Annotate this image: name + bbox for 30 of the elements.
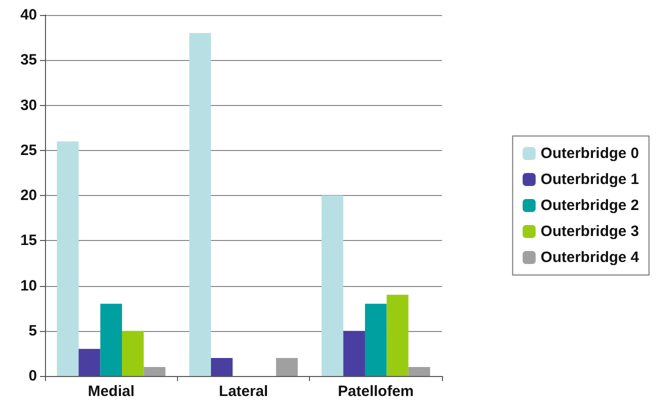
- y-tick-label: 20: [20, 187, 37, 204]
- legend-label: Outerbridge 3: [540, 223, 640, 240]
- bar: [210, 358, 233, 376]
- bar: [100, 304, 122, 376]
- y-tick-label: 0: [28, 368, 37, 384]
- y-tick-label: 5: [28, 322, 37, 340]
- y-tick-label: 10: [20, 277, 37, 294]
- bar: [322, 196, 344, 376]
- bar: [364, 304, 387, 376]
- bar: [386, 294, 408, 376]
- y-tick-label: 30: [20, 96, 37, 114]
- bar: [144, 366, 166, 376]
- bar: [408, 366, 430, 376]
- bar: [276, 358, 298, 376]
- y-tick-label: 35: [20, 52, 37, 69]
- legend-label: Outerbridge 2: [540, 197, 640, 214]
- bar: [189, 33, 211, 376]
- bar: [56, 141, 79, 376]
- y-tick-label: 15: [20, 232, 37, 250]
- bar: [78, 348, 100, 376]
- x-tick-label: Medial: [88, 383, 135, 400]
- legend-label: Outerbridge 4: [540, 249, 640, 266]
- legend-label: Outerbridge 1: [540, 171, 640, 188]
- bar: [343, 330, 365, 376]
- y-tick-label: 25: [20, 142, 37, 159]
- x-tick-label: Lateral: [218, 383, 268, 400]
- bar: [122, 330, 144, 376]
- x-tick-label: Patellofem: [338, 383, 414, 400]
- legend-label: Outerbridge 0: [540, 145, 640, 162]
- y-tick-label: 40: [20, 6, 37, 24]
